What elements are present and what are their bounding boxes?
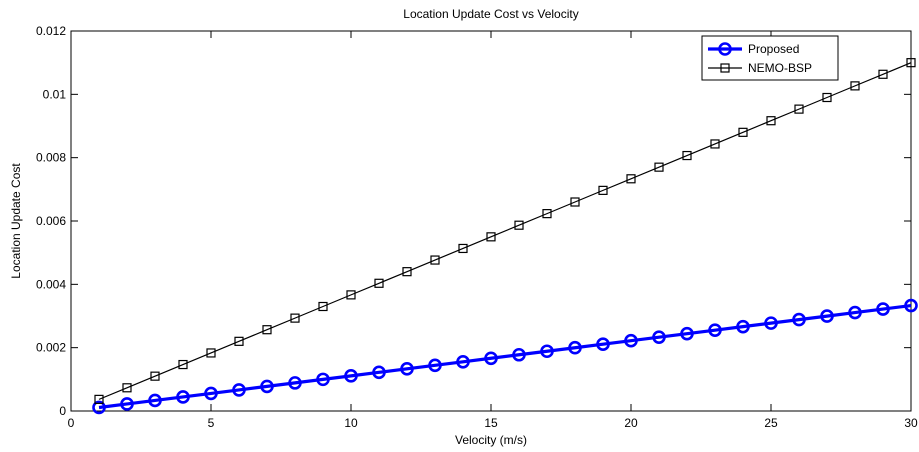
x-tick-label: 30 <box>904 416 918 430</box>
legend-label: Proposed <box>748 42 799 56</box>
data-point-nemo-bsp <box>234 336 244 346</box>
data-point-nemo-bsp <box>374 278 384 288</box>
data-point-proposed <box>568 340 582 355</box>
series-line-nemo-bsp <box>98 62 912 400</box>
data-point-proposed <box>204 386 218 401</box>
data-point-nemo-bsp <box>430 255 440 265</box>
data-point-proposed <box>316 372 330 387</box>
data-point-proposed <box>120 397 134 411</box>
data-point-nemo-bsp <box>290 313 300 323</box>
data-point-proposed <box>232 383 246 397</box>
data-point-nemo-bsp <box>486 232 496 242</box>
data-point-nemo-bsp <box>598 185 608 195</box>
legend-label: NEMO-BSP <box>748 61 812 75</box>
data-point-proposed <box>428 358 442 373</box>
x-tick-label: 0 <box>68 416 75 430</box>
data-point-proposed <box>92 400 106 415</box>
data-point-proposed <box>596 337 610 352</box>
data-point-proposed <box>736 319 750 334</box>
data-point-nemo-bsp <box>318 301 328 312</box>
x-tick-label: 10 <box>344 416 358 430</box>
data-point-nemo-bsp <box>682 150 692 161</box>
data-point-proposed <box>260 379 274 394</box>
y-tick-label: 0.012 <box>36 24 66 38</box>
data-point-proposed <box>848 305 862 320</box>
data-point-proposed <box>904 298 918 313</box>
data-point-proposed <box>148 393 162 408</box>
data-point-nemo-bsp <box>514 220 524 230</box>
legend-entry-nemo-bsp: NEMO-BSP <box>708 61 812 75</box>
legend-entry-proposed: Proposed <box>708 42 799 56</box>
plot-area <box>70 30 912 412</box>
data-point-nemo-bsp <box>794 104 804 114</box>
data-point-proposed <box>400 362 414 376</box>
data-point-nemo-bsp <box>850 81 860 91</box>
data-point-nemo-bsp <box>542 209 552 219</box>
data-point-nemo-bsp <box>150 371 160 381</box>
data-point-nemo-bsp <box>206 348 216 358</box>
y-tick-label: 0 <box>59 404 66 418</box>
data-point-nemo-bsp <box>402 267 412 277</box>
data-point-proposed <box>540 344 554 359</box>
x-tick-label: 15 <box>484 416 498 430</box>
data-point-nemo-bsp <box>94 394 104 404</box>
data-point-proposed <box>820 309 834 323</box>
y-tick-label: 0.01 <box>43 87 67 101</box>
legend-marker <box>718 42 732 56</box>
legend-marker <box>720 63 730 73</box>
series-proposed <box>92 298 918 415</box>
data-point-proposed <box>652 330 666 344</box>
data-point-proposed <box>344 369 358 383</box>
data-point-proposed <box>680 326 694 341</box>
data-point-nemo-bsp <box>122 383 132 393</box>
data-point-nemo-bsp <box>654 162 664 172</box>
data-point-nemo-bsp <box>458 243 468 254</box>
data-point-proposed <box>288 376 302 390</box>
x-tick-label: 5 <box>208 416 215 430</box>
y-tick-label: 0.008 <box>36 151 66 165</box>
x-tick-label: 25 <box>764 416 778 430</box>
data-point-nemo-bsp <box>262 325 272 335</box>
data-point-nemo-bsp <box>766 116 776 126</box>
data-point-proposed <box>792 312 806 327</box>
y-tick-label: 0.004 <box>36 277 66 291</box>
data-point-nemo-bsp <box>346 290 356 300</box>
data-point-proposed <box>484 351 498 366</box>
data-point-nemo-bsp <box>710 139 720 149</box>
series-layer <box>92 58 918 415</box>
axis-ticks: 0 5 10 15 20 25 30 0 0.002 0.004 0.006 0.008 0.01 0.0… <box>36 24 918 430</box>
data-point-proposed <box>764 316 778 330</box>
data-point-proposed <box>708 323 722 337</box>
y-axis-label: Location Update Cost <box>9 163 23 279</box>
data-point-nemo-bsp <box>738 127 748 137</box>
series-nemo-bsp <box>94 58 916 404</box>
y-tick-label: 0.002 <box>36 341 66 355</box>
y-tick-label: 0.006 <box>36 214 66 228</box>
chart-title: Location Update Cost vs Velocity <box>403 7 578 21</box>
data-point-nemo-bsp <box>822 92 832 103</box>
data-point-proposed <box>372 365 386 380</box>
data-point-nemo-bsp <box>570 197 580 207</box>
data-point-nemo-bsp <box>878 69 888 79</box>
data-point-proposed <box>176 390 190 404</box>
data-point-proposed <box>876 302 890 316</box>
data-point-proposed <box>456 354 470 369</box>
x-tick-label: 20 <box>624 416 638 430</box>
data-point-nemo-bsp <box>178 359 188 370</box>
data-point-nemo-bsp <box>906 58 916 68</box>
data-point-proposed <box>512 347 526 362</box>
data-point-nemo-bsp <box>626 174 636 184</box>
legend: Proposed NEMO-BSP <box>701 35 839 81</box>
x-axis-label: Velocity (m/s) <box>455 433 527 447</box>
data-point-proposed <box>624 333 638 348</box>
